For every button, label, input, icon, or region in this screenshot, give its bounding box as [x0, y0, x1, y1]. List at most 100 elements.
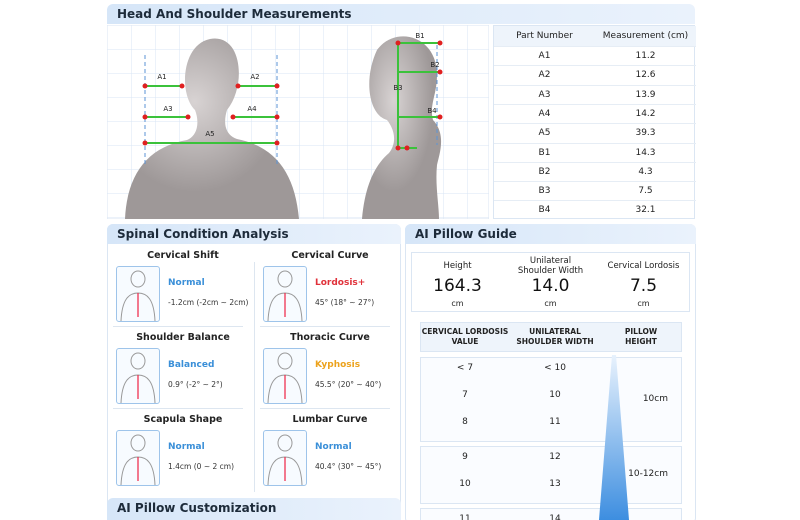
table-cell: A1: [494, 46, 595, 65]
item-title: Thoracic Curve: [290, 332, 370, 343]
figure: [120, 434, 156, 486]
item-icon: [263, 266, 307, 322]
divider: [113, 326, 243, 327]
figure: [267, 270, 303, 322]
item-status: Lordosis+: [315, 278, 366, 288]
scan-label: B1: [415, 32, 425, 40]
table-cell: 32.1: [595, 200, 696, 219]
table-cell: 39.3: [595, 123, 696, 142]
table-cell: 14.2: [595, 103, 696, 123]
table-cell: A2: [494, 65, 595, 84]
scan-label: B4: [427, 107, 437, 115]
pillow-cell: 12: [549, 452, 561, 462]
table-cell: A5: [494, 123, 595, 142]
table-cell: B2: [494, 161, 595, 181]
table-cell: B1: [494, 142, 595, 162]
item-detail: 0.9° (-2° ~ 2°): [168, 380, 223, 389]
metric-value: 7.5: [629, 276, 658, 296]
table-cell: A3: [494, 84, 595, 104]
table-cell: 11.2: [595, 46, 696, 65]
metric-value: 164.3: [433, 276, 482, 296]
pillow-cell: 10: [549, 390, 561, 400]
metric-label: Height: [443, 261, 472, 271]
pillow-cell: 8: [462, 417, 468, 427]
pillow-group: [420, 357, 682, 442]
item-detail: -1.2cm (-2cm ~ 2cm): [168, 298, 249, 307]
metric-value: 14.0: [531, 276, 570, 296]
pillow-height: 10cm: [642, 393, 668, 404]
item-icon: [116, 430, 160, 486]
divider: [260, 326, 390, 327]
divider: [260, 408, 390, 409]
divider: [113, 408, 243, 409]
pillow-gradient: [599, 355, 629, 520]
item-title: Scapula Shape: [143, 414, 223, 425]
table-cell: A4: [494, 103, 595, 123]
item-detail: 40.4° (30° ~ 45°): [315, 462, 382, 471]
pillow-header-bg: [420, 322, 682, 352]
item-status: Normal: [168, 442, 205, 452]
scan-label: B3: [393, 84, 403, 92]
section-header: AI Pillow Customization: [107, 498, 401, 520]
item-icon: [116, 266, 160, 322]
pillow-cell: 11: [549, 417, 561, 427]
section-header: AI Pillow Guide: [405, 224, 696, 244]
item-icon: [263, 430, 307, 486]
figure: [120, 270, 156, 322]
figure: [120, 352, 156, 404]
pillow-cell: 11: [459, 514, 471, 520]
pillow-cell: 7: [462, 390, 468, 400]
table-cell: 7.5: [595, 181, 696, 200]
item-detail: 45° (18° ~ 27°): [315, 298, 375, 307]
scan-label: A2: [250, 73, 260, 81]
scan-label: A3: [163, 105, 173, 113]
divider: [254, 262, 255, 492]
section-header: Head And Shoulder Measurements: [107, 4, 695, 24]
item-title: Shoulder Balance: [136, 332, 230, 343]
metric-box: [411, 252, 690, 312]
item-status: Normal: [168, 278, 205, 288]
table-cell: 14.3: [595, 142, 696, 162]
scan-label: A5: [205, 130, 215, 138]
pillow-cell: 9: [462, 452, 468, 462]
pillow-cell: < 10: [544, 363, 566, 373]
pillow-header: PILLOW HEIGHT: [624, 327, 658, 346]
metric-label: Cervical Lordosis: [607, 261, 680, 271]
pillow-header: CERVICAL LORDOSIS VALUE: [421, 327, 509, 346]
item-icon: [116, 348, 160, 404]
metric-label: Unilateral Shoulder Width: [517, 256, 584, 276]
scan-label: B2: [430, 61, 440, 69]
table-cell: B4: [494, 200, 595, 219]
table-cell: B3: [494, 181, 595, 200]
item-status: Kyphosis: [315, 360, 361, 370]
item-detail: 1.4cm (0 ~ 2 cm): [168, 462, 235, 471]
figure: [267, 434, 303, 486]
metric-unit: cm: [637, 299, 650, 308]
pillow-height: 10-12cm: [628, 469, 668, 479]
metric-unit: cm: [544, 299, 557, 308]
figure: [267, 352, 303, 404]
section-header: Spinal Condition Analysis: [107, 224, 401, 244]
body-scan: [107, 25, 489, 219]
table-cell: 12.6: [595, 65, 696, 84]
table-cell: 13.9: [595, 84, 696, 104]
scan-label: A4: [247, 105, 257, 113]
item-status: Balanced: [168, 360, 215, 370]
table-header: Part Number: [494, 26, 595, 46]
item-status: Normal: [315, 442, 352, 452]
pillow-header: UNILATERAL SHOULDER WIDTH: [516, 327, 594, 346]
item-icon: [263, 348, 307, 404]
pillow-cell: 10: [459, 479, 471, 489]
item-title: Cervical Curve: [291, 250, 369, 261]
pillow-cell: 14: [549, 514, 561, 520]
item-detail: 45.5° (20° ~ 40°): [315, 380, 382, 389]
metric-unit: cm: [451, 299, 464, 308]
measure-table: Part Number Measurement (cm) A1 11.2 A2 12.6 A…: [493, 25, 696, 219]
pillow-cell: 13: [549, 479, 561, 489]
item-title: Cervical Shift: [147, 250, 219, 261]
table-header: Measurement (cm): [595, 26, 696, 46]
item-title: Lumbar Curve: [292, 414, 368, 425]
pillow-group: [420, 446, 682, 504]
table-cell: 4.3: [595, 161, 696, 181]
